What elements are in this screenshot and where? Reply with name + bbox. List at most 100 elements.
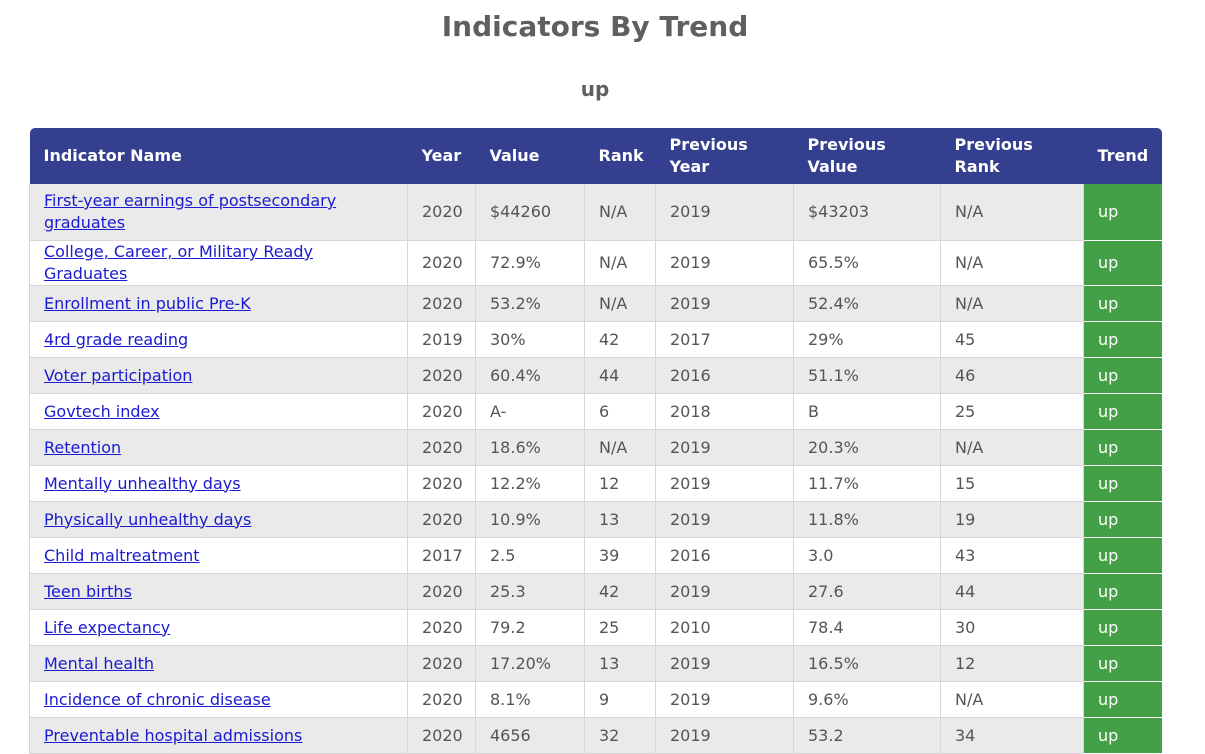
year-cell: 2020 xyxy=(407,717,476,754)
previous-value-cell: 27.6 xyxy=(793,573,941,610)
previous-rank-cell: N/A xyxy=(940,681,1084,718)
trend-cell: up xyxy=(1083,465,1162,502)
column-header-rank[interactable]: Rank xyxy=(598,146,644,165)
previous-value-cell: 16.5% xyxy=(793,645,941,682)
previous-rank-cell: 34 xyxy=(940,717,1084,754)
indicator-link[interactable]: Enrollment in public Pre-K xyxy=(44,293,251,313)
trend-cell: up xyxy=(1083,717,1162,754)
indicator-name-cell: Teen births xyxy=(29,573,408,610)
indicators-table-container: Indicator Name Year Value Rank Previous … xyxy=(29,128,1162,754)
indicator-name-cell: Govtech index xyxy=(29,393,408,430)
table-row: Voter participation 2020 60.4% 44 2016 5… xyxy=(29,357,1162,394)
indicator-name-cell: Voter participation xyxy=(29,357,408,394)
rank-cell: N/A xyxy=(584,429,656,466)
column-header-trend[interactable]: Trend xyxy=(1097,146,1149,165)
indicator-name-cell: 4rd grade reading xyxy=(29,321,408,358)
trend-section-title: up xyxy=(580,77,610,101)
rank-cell: 39 xyxy=(584,537,656,574)
indicator-link[interactable]: Physically unhealthy days xyxy=(44,509,252,529)
year-cell: 2020 xyxy=(407,184,476,241)
year-cell: 2019 xyxy=(407,321,476,358)
indicator-link[interactable]: Voter participation xyxy=(44,365,193,385)
rank-cell: 25 xyxy=(584,609,656,646)
rank-cell: 6 xyxy=(584,393,656,430)
year-cell: 2020 xyxy=(407,240,476,286)
trend-cell: up xyxy=(1083,573,1162,610)
table-row: Preventable hospital admissions 2020 465… xyxy=(29,717,1162,754)
trend-cell: up xyxy=(1083,681,1162,718)
table-row: Teen births 2020 25.3 42 2019 27.6 44 up xyxy=(29,573,1162,610)
column-header-indicator-name[interactable]: Indicator Name xyxy=(43,146,182,165)
previous-value-cell: $43203 xyxy=(793,184,941,241)
indicator-link[interactable]: Preventable hospital admissions xyxy=(44,725,303,745)
table-row: Mental health 2020 17.20% 13 2019 16.5% … xyxy=(29,645,1162,682)
indicator-name-cell: First-year earnings of postsecondary gra… xyxy=(29,184,408,241)
indicator-link[interactable]: Retention xyxy=(44,437,122,457)
previous-value-cell: 3.0 xyxy=(793,537,941,574)
rank-cell: N/A xyxy=(584,184,656,241)
indicator-name-cell: Enrollment in public Pre-K xyxy=(29,285,408,322)
previous-rank-cell: 19 xyxy=(940,501,1084,538)
column-header-previous-value[interactable]: Previous Value xyxy=(807,135,886,176)
value-cell: 18.6% xyxy=(475,429,585,466)
column-header-previous-year[interactable]: Previous Year xyxy=(669,135,748,176)
table-row: Enrollment in public Pre-K 2020 53.2% N/… xyxy=(29,285,1162,322)
column-header-previous-rank[interactable]: Previous Rank xyxy=(954,135,1033,176)
previous-value-cell: 52.4% xyxy=(793,285,941,322)
indicator-link[interactable]: Govtech index xyxy=(44,401,160,421)
previous-rank-cell: 30 xyxy=(940,609,1084,646)
indicator-link[interactable]: First-year earnings of postsecondary gra… xyxy=(44,191,337,232)
year-cell: 2020 xyxy=(407,285,476,322)
rank-cell: N/A xyxy=(584,240,656,286)
column-header-value[interactable]: Value xyxy=(489,146,540,165)
previous-year-cell: 2019 xyxy=(655,645,794,682)
previous-year-cell: 2019 xyxy=(655,465,794,502)
previous-value-cell: B xyxy=(793,393,941,430)
previous-value-cell: 20.3% xyxy=(793,429,941,466)
value-cell: 10.9% xyxy=(475,501,585,538)
value-cell: 25.3 xyxy=(475,573,585,610)
previous-year-cell: 2019 xyxy=(655,573,794,610)
year-cell: 2020 xyxy=(407,465,476,502)
indicator-name-cell: Mental health xyxy=(29,645,408,682)
indicator-name-cell: Mentally unhealthy days xyxy=(29,465,408,502)
indicator-link[interactable]: 4rd grade reading xyxy=(44,329,189,349)
trend-cell: up xyxy=(1083,537,1162,574)
trend-cell: up xyxy=(1083,429,1162,466)
indicator-link[interactable]: Life expectancy xyxy=(44,617,171,637)
indicator-link[interactable]: Mentally unhealthy days xyxy=(44,473,241,493)
previous-year-cell: 2010 xyxy=(655,609,794,646)
value-cell: 2.5 xyxy=(475,537,585,574)
indicator-link[interactable]: Teen births xyxy=(44,581,132,601)
table-row: Govtech index 2020 A- 6 2018 B 25 up xyxy=(29,393,1162,430)
table-row: Mentally unhealthy days 2020 12.2% 12 20… xyxy=(29,465,1162,502)
previous-rank-cell: 45 xyxy=(940,321,1084,358)
previous-year-cell: 2016 xyxy=(655,357,794,394)
previous-value-cell: 51.1% xyxy=(793,357,941,394)
value-cell: 12.2% xyxy=(475,465,585,502)
previous-year-cell: 2016 xyxy=(655,537,794,574)
previous-year-cell: 2018 xyxy=(655,393,794,430)
column-header-year[interactable]: Year xyxy=(421,146,462,165)
previous-value-cell: 11.7% xyxy=(793,465,941,502)
rank-cell: 9 xyxy=(584,681,656,718)
table-row: 4rd grade reading 2019 30% 42 2017 29% 4… xyxy=(29,321,1162,358)
rank-cell: 42 xyxy=(584,321,656,358)
indicator-link[interactable]: Child maltreatment xyxy=(44,545,200,565)
table-row: College, Career, or Military Ready Gradu… xyxy=(29,240,1162,286)
previous-value-cell: 78.4 xyxy=(793,609,941,646)
indicator-link[interactable]: Incidence of chronic disease xyxy=(44,689,271,709)
table-row: Physically unhealthy days 2020 10.9% 13 … xyxy=(29,501,1162,538)
value-cell: 17.20% xyxy=(475,645,585,682)
indicator-link[interactable]: Mental health xyxy=(44,653,155,673)
table-row: First-year earnings of postsecondary gra… xyxy=(29,184,1162,241)
year-cell: 2020 xyxy=(407,609,476,646)
trend-cell: up xyxy=(1083,393,1162,430)
previous-year-cell: 2019 xyxy=(655,184,794,241)
previous-year-cell: 2019 xyxy=(655,240,794,286)
year-cell: 2017 xyxy=(407,537,476,574)
previous-rank-cell: N/A xyxy=(940,184,1084,241)
trend-cell: up xyxy=(1083,240,1162,286)
previous-rank-cell: 44 xyxy=(940,573,1084,610)
indicator-link[interactable]: College, Career, or Military Ready Gradu… xyxy=(44,242,313,283)
